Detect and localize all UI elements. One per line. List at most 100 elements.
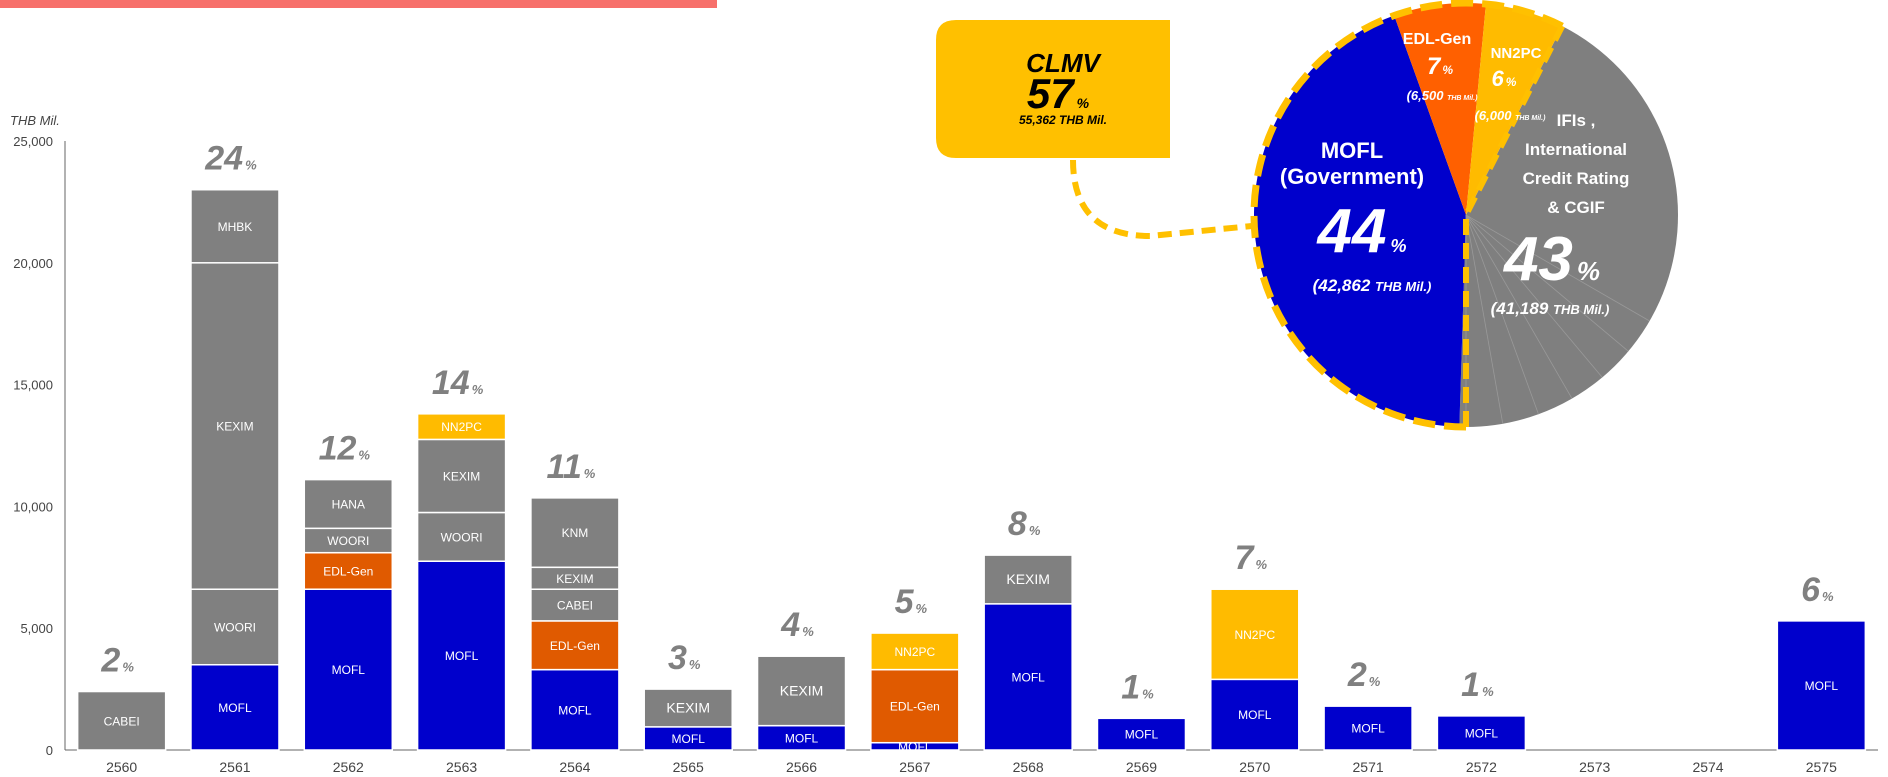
bar-percent-label: 2% [100, 642, 134, 680]
y-tick-label: 15,000 [13, 378, 53, 393]
bar-segment [1096, 717, 1187, 751]
y-tick-label: 25,000 [13, 134, 53, 149]
bar-segment-label: EDL-Gen [890, 700, 940, 714]
x-tick-label: 2565 [673, 759, 704, 775]
x-tick-label: 2562 [333, 759, 364, 775]
bar-segment [756, 724, 847, 751]
bar-percent-label: 4% [780, 606, 814, 644]
x-tick-label: 2561 [219, 759, 250, 775]
bar-segment-label: MOFL [785, 731, 819, 745]
bar-segment [303, 588, 394, 751]
bar-segment-label: EDL-Gen [323, 564, 373, 578]
y-tick-label: 20,000 [13, 256, 53, 271]
bar-segment-label: EDL-Gen [550, 639, 600, 653]
bar-segment-label: MHBK [218, 220, 253, 234]
bar-segment [530, 497, 620, 569]
y-tick-label: 10,000 [13, 499, 53, 514]
pie-slice-amount: (42,862 THB Mil.) [1313, 276, 1432, 295]
bar-segment-label: CABEI [557, 599, 593, 613]
bar-segment [190, 262, 280, 590]
y-tick-label: 5,000 [20, 621, 53, 636]
x-tick-label: 2567 [899, 759, 930, 775]
bar-segment [416, 560, 507, 751]
bar-segment-label: KEXIM [556, 572, 593, 586]
bar-segment [983, 554, 1073, 605]
callout-connector [1070, 159, 1253, 240]
x-tick-label: 2572 [1466, 759, 1497, 775]
bar-segment [303, 551, 394, 590]
callout-title: CLMV [1026, 48, 1102, 78]
bar-segment [190, 663, 280, 751]
bar-percent-label: 7% [1235, 539, 1268, 577]
bar-percent-label: 1% [1461, 666, 1494, 704]
funding-pie-chart: MOFL(Government)44 %(42,862 THB Mil.)EDL-… [1250, 0, 1679, 431]
pie-slice-name: MOFL [1321, 138, 1383, 163]
bar-segment [643, 688, 733, 728]
pie-slice-name: IFIs , [1557, 111, 1596, 130]
bar-segment-label: KEXIM [1006, 571, 1050, 587]
bar-segment-label: CABEI [104, 714, 140, 728]
x-tick-label: 2575 [1806, 759, 1837, 775]
bar-segment [1210, 678, 1300, 751]
bar-segment [1210, 588, 1300, 681]
pie-slice [1253, 15, 1466, 427]
bar-percent-label: 8% [1008, 505, 1041, 543]
bar-segment [983, 603, 1073, 751]
bar-segment-label: KNM [562, 526, 589, 540]
bar-segment [76, 690, 167, 751]
pie-slice [1394, 3, 1486, 216]
bar-segment [416, 413, 507, 441]
bar-segment [1436, 715, 1527, 751]
x-tick-label: 2569 [1126, 759, 1157, 775]
stacked-bar-chart: 0 5,000 10,000 15,000 20,000 25,000 THB Mil. 25… [10, 113, 1878, 775]
y-tick-label: 0 [46, 743, 53, 758]
bar-segment [190, 588, 280, 666]
pie-grid-line [1465, 214, 1504, 424]
bar-segment-label: MOFL [558, 703, 592, 717]
bar-percent-label: 24% [204, 140, 257, 178]
bar-segment-label: NN2PC [895, 645, 936, 659]
bar-segment-label: WOORI [327, 534, 369, 548]
bar-segment [190, 188, 280, 264]
bar-segment-label: KEXIM [443, 469, 480, 483]
bar-segment-label: NN2PC [441, 420, 482, 434]
bar-segment-label: MOFL [1011, 670, 1045, 684]
bar-segment [870, 668, 960, 744]
bar-percent-label: 3% [668, 639, 701, 677]
bar-segment [530, 620, 620, 671]
bar-segment-label: MOFL [1465, 726, 1499, 740]
bar-percent-label: 2% [1347, 656, 1381, 694]
bar-segment [303, 478, 394, 530]
pie-slice-amount: (41,189 THB Mil.) [1491, 299, 1610, 318]
pie-slice-name: International [1525, 140, 1627, 159]
pie-grid-line [1465, 214, 1629, 352]
x-tick-label: 2564 [559, 759, 590, 775]
callout-box [936, 20, 1170, 158]
bar-segment-label: KEXIM [780, 682, 824, 698]
bar-segment [756, 655, 847, 727]
bar-segment [1776, 620, 1867, 751]
bar-segment-label: MOFL [1238, 708, 1272, 722]
bar-segment-label: MOFL [332, 663, 366, 677]
pie-slice-name: EDL-Gen [1403, 31, 1471, 48]
x-tick-label: 2563 [446, 759, 477, 775]
pie-slice-name: (Government) [1280, 164, 1424, 189]
bar-segment-label: MOFL [1351, 722, 1385, 736]
pie-slice-name: Credit Rating [1523, 169, 1630, 188]
bar-percent-label: 12% [319, 430, 371, 468]
x-tick-label: 2560 [106, 759, 137, 775]
x-tick-label: 2573 [1579, 759, 1610, 775]
x-tick-label: 2574 [1692, 759, 1723, 775]
x-tick-label: 2566 [786, 759, 817, 775]
bar-segment-label: MOFL [672, 732, 706, 746]
bar-segment-label: KEXIM [216, 420, 253, 434]
top-accent-bar [0, 0, 717, 8]
bar-segment-label: HANA [332, 497, 365, 511]
pie-grid-line [1465, 214, 1603, 378]
pie-grid-line [1465, 214, 1539, 415]
bar-percent-label: 6% [1801, 571, 1834, 609]
pie-slice-name: NN2PC [1491, 45, 1542, 62]
bar-segment [530, 588, 620, 622]
bar-segment-label: WOORI [214, 620, 256, 634]
